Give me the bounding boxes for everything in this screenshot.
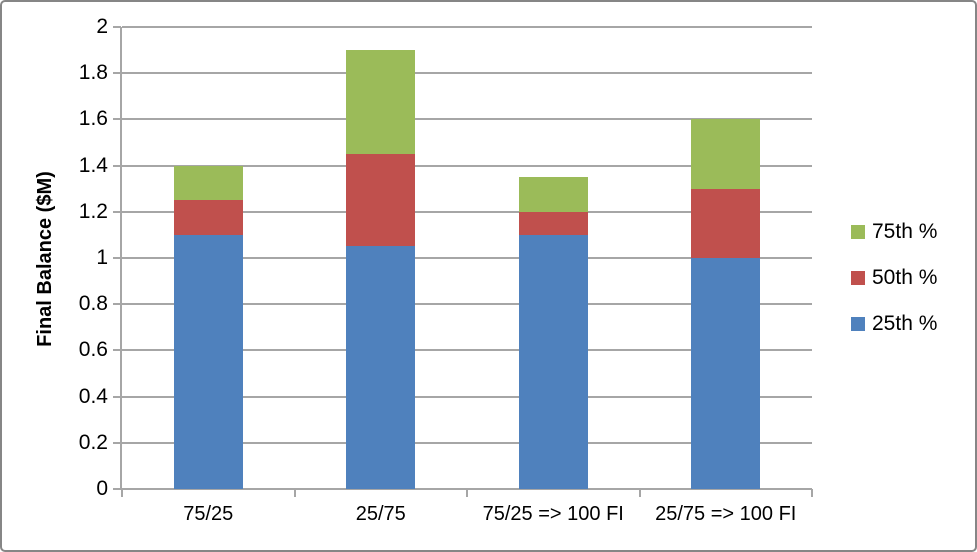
gridline (122, 441, 812, 444)
bar-segment-25th (518, 234, 588, 489)
y-axis-tick (113, 488, 121, 490)
legend-item-label: 50th % (872, 266, 938, 289)
bar-segment-75th (691, 119, 761, 189)
gridline (122, 395, 812, 398)
y-axis-tick (113, 395, 121, 398)
bar-segment-25th (691, 258, 761, 489)
bar-segment-25th (173, 234, 243, 489)
y-axis-tick (113, 164, 121, 167)
y-axis-line (120, 27, 122, 489)
x-axis-tick (293, 489, 296, 497)
y-axis-tick (113, 441, 121, 444)
bar-segment-50th (518, 211, 588, 235)
x-category-label: 25/75 (355, 503, 406, 525)
bar-segment-50th (691, 188, 761, 258)
y-axis-tick-label: 1.6 (78, 107, 108, 131)
x-category-label: 75/25 => 100 FI (482, 503, 624, 525)
y-axis-tick-label: 0.8 (78, 292, 108, 316)
bar-segment-50th (346, 154, 416, 247)
bar-segment-75th (518, 177, 588, 212)
y-axis-tick-label: 1.2 (78, 199, 108, 223)
y-axis-tick-label: 1.8 (78, 61, 108, 85)
y-axis-tick-label: 0.2 (78, 430, 108, 454)
y-axis-tick (113, 303, 121, 306)
x-category-label: 25/75 => 100 FI (655, 503, 797, 525)
legend-swatch (851, 225, 865, 239)
x-axis-tick (121, 489, 123, 497)
bar-segment-75th (346, 50, 416, 155)
gridline (122, 26, 812, 28)
gridline (122, 349, 812, 352)
legend-item: 75th % (851, 218, 937, 246)
x-axis-tick (466, 489, 468, 497)
y-axis-tick (113, 26, 121, 28)
legend-item: 25th % (851, 310, 937, 338)
y-axis-tick (113, 118, 121, 121)
x-category-label: 75/25 (183, 503, 234, 525)
y-axis-tick-label: 0.4 (78, 384, 108, 408)
gridline (122, 303, 812, 306)
y-axis-tick (113, 72, 121, 75)
y-axis-tick (113, 349, 121, 352)
legend-swatch (851, 317, 865, 331)
x-axis-tick (811, 489, 813, 497)
bar-segment-25th (346, 246, 416, 489)
x-axis-tick (638, 489, 641, 497)
bar-segment-50th (173, 200, 243, 235)
y-axis-tick-label: 2 (96, 15, 108, 38)
gridline (122, 72, 812, 75)
gridline (122, 210, 812, 213)
legend-item-label: 75th % (872, 220, 938, 243)
y-axis-tick-label: 0.6 (78, 338, 108, 362)
gridline (122, 164, 812, 167)
y-axis-tick-label: 0 (96, 477, 108, 500)
gridline (122, 118, 812, 121)
y-axis-tick (113, 210, 121, 213)
legend-swatch (851, 271, 865, 285)
bar-segment-75th (173, 165, 243, 201)
y-axis-tick-label: 1.4 (78, 153, 108, 177)
legend-item: 50th % (851, 264, 937, 292)
y-axis-tick (113, 257, 121, 259)
gridline (122, 257, 812, 259)
y-axis-tick-label: 1 (96, 246, 108, 269)
legend-item-label: 25th % (872, 312, 938, 335)
